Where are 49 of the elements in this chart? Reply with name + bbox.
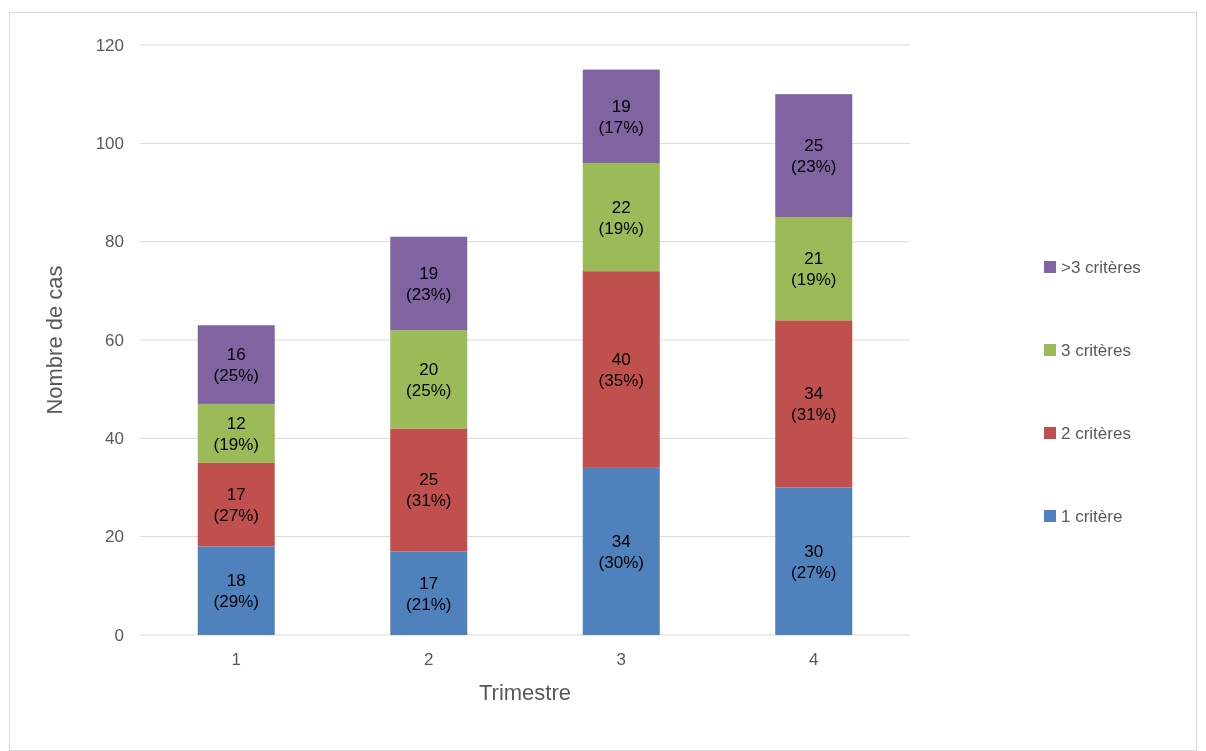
- y-tick-label: 100: [95, 133, 124, 153]
- y-tick-label: 60: [105, 330, 124, 350]
- data-label: 19 (17%): [598, 96, 644, 137]
- bar: [390, 330, 468, 429]
- x-tick-label: 1: [231, 649, 241, 669]
- legend-label: 1 critère: [1061, 506, 1123, 526]
- data-label: 21 (19%): [791, 248, 837, 289]
- y-axis-title: Nombre de cas: [42, 265, 67, 415]
- data-label: 25 (23%): [791, 135, 837, 176]
- data-label: 18 (29%): [213, 570, 259, 611]
- bar: [582, 163, 660, 272]
- data-label: 20 (25%): [406, 359, 452, 400]
- data-label: 34 (31%): [791, 383, 837, 424]
- data-label: 25 (31%): [406, 469, 452, 510]
- data-label: 40 (35%): [598, 349, 644, 390]
- data-label: 19 (23%): [406, 263, 452, 304]
- data-label: 30 (27%): [791, 541, 837, 582]
- legend-label: 2 critères: [1061, 423, 1131, 443]
- data-label: 12 (19%): [213, 413, 259, 454]
- y-tick-label: 120: [95, 35, 124, 55]
- bar: [582, 467, 660, 635]
- bar: [197, 403, 275, 463]
- data-label: 34 (30%): [598, 531, 644, 572]
- bar: [775, 487, 853, 635]
- data-label: 22 (19%): [598, 197, 644, 238]
- legend-label: >3 critères: [1061, 257, 1141, 277]
- x-tick-label: 3: [616, 649, 626, 669]
- bar: [582, 271, 660, 468]
- bar: [197, 325, 275, 404]
- y-tick-label: 40: [105, 428, 124, 448]
- bar: [775, 94, 853, 218]
- y-tick-label: 0: [114, 625, 124, 645]
- bar: [390, 428, 468, 552]
- bar: [775, 320, 853, 488]
- bar: [197, 462, 275, 547]
- bar: [197, 546, 275, 635]
- y-tick-label: 20: [105, 527, 124, 547]
- y-tick-label: 80: [105, 232, 124, 252]
- bar: [390, 551, 468, 635]
- data-label: 17 (27%): [213, 484, 259, 525]
- bar: [582, 69, 660, 163]
- data-label: 16 (25%): [213, 344, 259, 385]
- data-label: 17 (21%): [406, 573, 452, 614]
- bar: [390, 236, 468, 331]
- bar: [775, 217, 853, 321]
- x-tick-label: 4: [809, 649, 819, 669]
- legend-label: 3 critères: [1061, 340, 1131, 360]
- x-tick-label: 2: [424, 649, 434, 669]
- x-axis-title: Trimestre: [478, 680, 572, 705]
